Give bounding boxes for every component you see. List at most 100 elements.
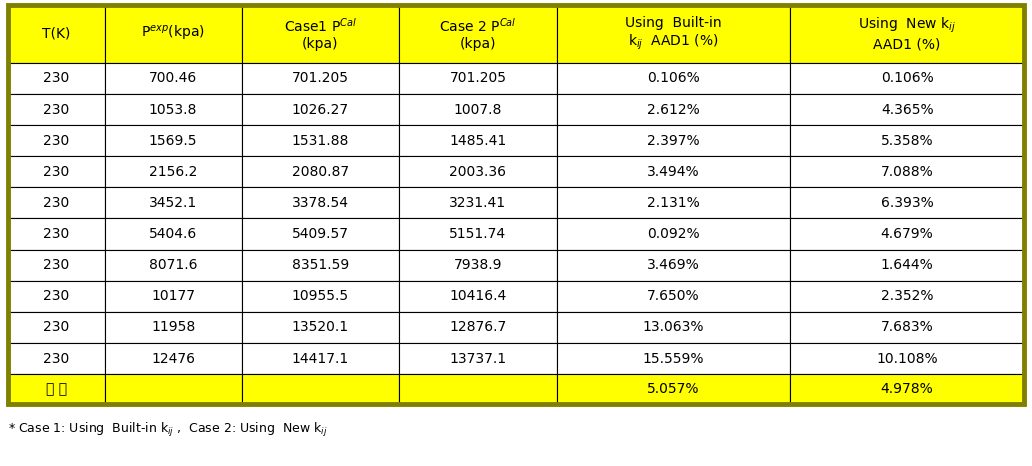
Text: 7.650%: 7.650% bbox=[647, 289, 700, 303]
Bar bbox=[791, 5, 1024, 63]
Bar bbox=[399, 156, 556, 187]
Text: P$^{exp}$(kpa): P$^{exp}$(kpa) bbox=[141, 24, 205, 43]
Bar bbox=[556, 219, 791, 250]
Bar bbox=[791, 125, 1024, 156]
Bar bbox=[556, 94, 791, 125]
Text: 11958: 11958 bbox=[151, 321, 195, 335]
Text: 평 균: 평 균 bbox=[45, 382, 67, 396]
Bar bbox=[399, 94, 556, 125]
Bar bbox=[399, 125, 556, 156]
Text: 230: 230 bbox=[43, 196, 69, 210]
Text: 7.088%: 7.088% bbox=[880, 165, 934, 179]
Bar bbox=[556, 250, 791, 281]
Bar bbox=[104, 5, 241, 63]
Bar bbox=[8, 125, 104, 156]
Bar bbox=[399, 374, 556, 404]
Text: 13520.1: 13520.1 bbox=[292, 321, 349, 335]
Bar bbox=[104, 156, 241, 187]
Text: 13.063%: 13.063% bbox=[643, 321, 704, 335]
Text: 5409.57: 5409.57 bbox=[292, 227, 349, 241]
Text: 0.106%: 0.106% bbox=[647, 71, 700, 85]
Bar bbox=[556, 343, 791, 374]
Bar bbox=[8, 219, 104, 250]
Bar bbox=[104, 250, 241, 281]
Text: 8071.6: 8071.6 bbox=[149, 258, 197, 272]
Text: 1053.8: 1053.8 bbox=[149, 103, 197, 116]
Text: 14417.1: 14417.1 bbox=[292, 351, 349, 365]
Bar bbox=[556, 281, 791, 312]
Text: 2.612%: 2.612% bbox=[647, 103, 700, 116]
Bar bbox=[791, 281, 1024, 312]
Bar bbox=[791, 250, 1024, 281]
Text: 230: 230 bbox=[43, 134, 69, 148]
Text: 3.494%: 3.494% bbox=[647, 165, 700, 179]
Bar bbox=[241, 94, 399, 125]
Bar bbox=[556, 374, 791, 404]
Bar bbox=[399, 250, 556, 281]
Bar bbox=[399, 312, 556, 343]
Bar bbox=[556, 5, 791, 63]
Bar bbox=[791, 156, 1024, 187]
Bar bbox=[399, 5, 556, 63]
Text: 12876.7: 12876.7 bbox=[449, 321, 507, 335]
Text: 1007.8: 1007.8 bbox=[454, 103, 503, 116]
Text: 15.559%: 15.559% bbox=[643, 351, 704, 365]
Bar bbox=[791, 343, 1024, 374]
Text: 10177: 10177 bbox=[151, 289, 195, 303]
Bar bbox=[556, 63, 791, 94]
Text: 7938.9: 7938.9 bbox=[454, 258, 503, 272]
Text: 6.393%: 6.393% bbox=[880, 196, 934, 210]
Text: 2.397%: 2.397% bbox=[647, 134, 700, 148]
Bar bbox=[791, 187, 1024, 219]
Text: 3.469%: 3.469% bbox=[647, 258, 700, 272]
Text: 2003.36: 2003.36 bbox=[449, 165, 507, 179]
Text: Using  Built-in
k$_{ij}$  AAD1 (%): Using Built-in k$_{ij}$ AAD1 (%) bbox=[625, 16, 721, 52]
Text: 4.679%: 4.679% bbox=[880, 227, 934, 241]
Text: 8351.59: 8351.59 bbox=[292, 258, 349, 272]
Bar bbox=[8, 281, 104, 312]
Text: 4.978%: 4.978% bbox=[880, 382, 934, 396]
Bar bbox=[241, 156, 399, 187]
Bar bbox=[241, 281, 399, 312]
Text: 10416.4: 10416.4 bbox=[449, 289, 507, 303]
Text: 2.131%: 2.131% bbox=[647, 196, 700, 210]
Bar bbox=[791, 94, 1024, 125]
Bar bbox=[241, 374, 399, 404]
Bar bbox=[399, 63, 556, 94]
Text: 230: 230 bbox=[43, 103, 69, 116]
Bar bbox=[241, 219, 399, 250]
Text: T(K): T(K) bbox=[42, 27, 70, 41]
Bar bbox=[399, 343, 556, 374]
Bar bbox=[8, 5, 1024, 404]
Text: 12476: 12476 bbox=[151, 351, 195, 365]
Bar bbox=[8, 250, 104, 281]
Text: 700.46: 700.46 bbox=[149, 71, 197, 85]
Bar bbox=[104, 187, 241, 219]
Text: 10.108%: 10.108% bbox=[876, 351, 938, 365]
Bar bbox=[791, 219, 1024, 250]
Text: 5404.6: 5404.6 bbox=[149, 227, 197, 241]
Text: 230: 230 bbox=[43, 165, 69, 179]
Bar bbox=[8, 343, 104, 374]
Bar bbox=[104, 125, 241, 156]
Bar bbox=[104, 343, 241, 374]
Bar bbox=[791, 374, 1024, 404]
Text: 1026.27: 1026.27 bbox=[292, 103, 349, 116]
Text: 5.358%: 5.358% bbox=[881, 134, 934, 148]
Text: 230: 230 bbox=[43, 351, 69, 365]
Text: Case 2 P$^{Cal}$
(kpa): Case 2 P$^{Cal}$ (kpa) bbox=[440, 17, 517, 51]
Bar bbox=[8, 374, 104, 404]
Bar bbox=[399, 187, 556, 219]
Bar bbox=[241, 63, 399, 94]
Bar bbox=[8, 5, 104, 63]
Bar bbox=[399, 219, 556, 250]
Bar bbox=[8, 63, 104, 94]
Text: 4.365%: 4.365% bbox=[881, 103, 934, 116]
Text: 230: 230 bbox=[43, 71, 69, 85]
Bar bbox=[241, 5, 399, 63]
Bar bbox=[104, 219, 241, 250]
Bar bbox=[8, 312, 104, 343]
Text: 230: 230 bbox=[43, 289, 69, 303]
Bar bbox=[556, 156, 791, 187]
Text: 3378.54: 3378.54 bbox=[292, 196, 349, 210]
